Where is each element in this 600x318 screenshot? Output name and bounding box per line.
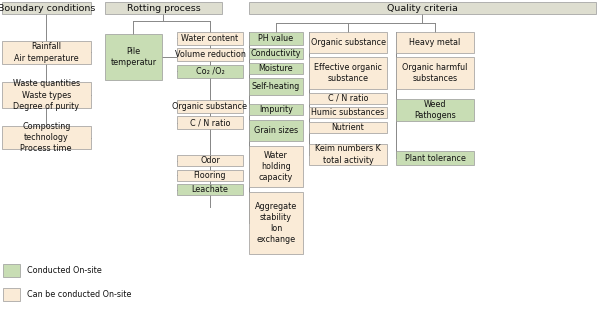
Text: Water
holding
capacity: Water holding capacity <box>259 151 293 182</box>
FancyBboxPatch shape <box>309 32 387 53</box>
Text: Water content: Water content <box>181 34 239 43</box>
Text: Waste quantities
Waste types
Degree of purity: Waste quantities Waste types Degree of p… <box>13 80 80 111</box>
Text: Quality criteria: Quality criteria <box>387 4 458 13</box>
Text: Organic harmful
substances: Organic harmful substances <box>403 63 467 83</box>
FancyBboxPatch shape <box>105 34 162 80</box>
FancyBboxPatch shape <box>249 120 303 141</box>
Text: Organic substance: Organic substance <box>173 102 248 111</box>
Text: Volume reduction: Volume reduction <box>175 50 245 59</box>
FancyBboxPatch shape <box>2 126 91 149</box>
Text: Conducted On-site: Conducted On-site <box>27 266 102 275</box>
Text: Weed
Pathogens: Weed Pathogens <box>414 100 456 120</box>
Text: Boundary conditions: Boundary conditions <box>0 4 95 13</box>
FancyBboxPatch shape <box>3 264 20 277</box>
FancyBboxPatch shape <box>177 170 243 181</box>
Text: Effective organic
substance: Effective organic substance <box>314 63 382 83</box>
Text: Leachate: Leachate <box>191 185 229 194</box>
Text: Rotting process: Rotting process <box>127 4 200 13</box>
FancyBboxPatch shape <box>309 144 387 165</box>
Text: PH value: PH value <box>259 34 293 43</box>
Text: Pile
temperatur: Pile temperatur <box>110 47 157 67</box>
FancyBboxPatch shape <box>249 104 303 115</box>
FancyBboxPatch shape <box>3 288 20 301</box>
FancyBboxPatch shape <box>309 122 387 133</box>
FancyBboxPatch shape <box>177 32 243 45</box>
FancyBboxPatch shape <box>249 48 303 59</box>
FancyBboxPatch shape <box>309 107 387 118</box>
FancyBboxPatch shape <box>177 48 243 61</box>
Text: Conductivity: Conductivity <box>251 49 301 58</box>
FancyBboxPatch shape <box>396 99 474 121</box>
Text: Humic substances: Humic substances <box>311 108 385 117</box>
Text: Heavy metal: Heavy metal <box>409 38 461 47</box>
Text: Plant tolerance: Plant tolerance <box>404 154 466 162</box>
FancyBboxPatch shape <box>2 41 91 64</box>
FancyBboxPatch shape <box>396 32 474 53</box>
FancyBboxPatch shape <box>396 57 474 89</box>
Text: Keim numbers K
total activity: Keim numbers K total activity <box>315 144 381 165</box>
Text: Composting
technology
Process time: Composting technology Process time <box>20 122 72 153</box>
Text: Nutrient: Nutrient <box>332 123 364 132</box>
Text: C / N ratio: C / N ratio <box>328 94 368 103</box>
Text: Organic substance: Organic substance <box>311 38 386 47</box>
FancyBboxPatch shape <box>249 2 596 14</box>
FancyBboxPatch shape <box>396 151 474 165</box>
FancyBboxPatch shape <box>249 192 303 254</box>
FancyBboxPatch shape <box>2 82 91 108</box>
Text: Self-heating: Self-heating <box>252 82 300 91</box>
FancyBboxPatch shape <box>249 78 303 95</box>
Text: Moisture: Moisture <box>259 64 293 73</box>
Text: Aggregate
stability
Ion
exchange: Aggregate stability Ion exchange <box>255 202 297 245</box>
Text: Grain sizes: Grain sizes <box>254 126 298 135</box>
FancyBboxPatch shape <box>177 155 243 166</box>
Text: Flooring: Flooring <box>194 171 226 180</box>
FancyBboxPatch shape <box>309 93 387 104</box>
Text: Rainfall
Air temperature: Rainfall Air temperature <box>14 42 79 63</box>
FancyBboxPatch shape <box>249 63 303 74</box>
Text: Co₂ /O₂: Co₂ /O₂ <box>196 67 224 76</box>
FancyBboxPatch shape <box>177 116 243 129</box>
FancyBboxPatch shape <box>249 146 303 187</box>
FancyBboxPatch shape <box>177 100 243 113</box>
FancyBboxPatch shape <box>105 2 222 14</box>
Text: C / N ratio: C / N ratio <box>190 118 230 127</box>
FancyBboxPatch shape <box>177 184 243 195</box>
Text: Impurity: Impurity <box>259 105 293 114</box>
FancyBboxPatch shape <box>2 2 91 14</box>
Text: Odor: Odor <box>200 156 220 165</box>
Text: Can be conducted On-site: Can be conducted On-site <box>27 290 131 299</box>
FancyBboxPatch shape <box>309 57 387 89</box>
FancyBboxPatch shape <box>249 32 303 45</box>
FancyBboxPatch shape <box>177 65 243 78</box>
